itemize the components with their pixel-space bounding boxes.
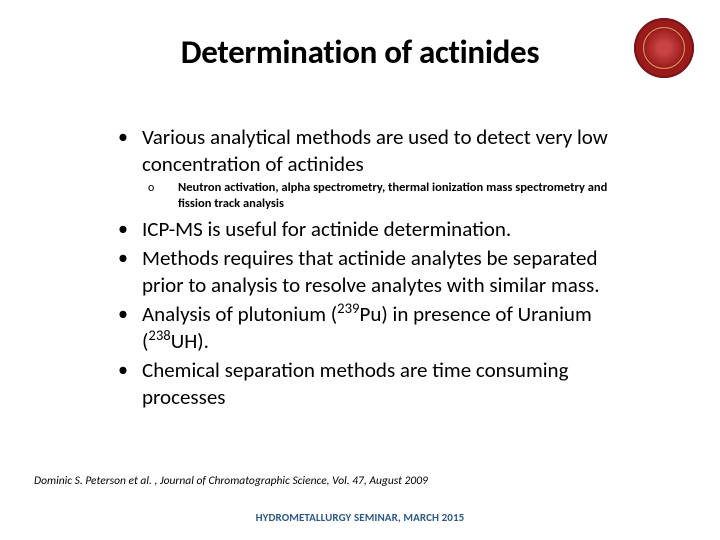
slide: Determination of actinides • Various ana… xyxy=(0,0,720,540)
bullet-text: ICP-MS is useful for actinide determinat… xyxy=(142,216,511,243)
bullet-marker: • xyxy=(118,245,142,272)
bullet-item: • Chemical separation methods are time c… xyxy=(118,357,620,411)
sub-bullet-text: Neutron activation, alpha spectrometry, … xyxy=(178,180,620,212)
bullet-marker: • xyxy=(118,216,142,243)
bullet-marker: • xyxy=(118,124,142,151)
sub-bullet-item: o Neutron activation, alpha spectrometry… xyxy=(118,180,620,212)
citation-text: Dominic S. Peterson et al. , Journal of … xyxy=(34,474,428,488)
bullet-marker: • xyxy=(118,301,142,328)
bullet-text: Various analytical methods are used to d… xyxy=(142,124,620,178)
university-seal-logo xyxy=(634,18,694,78)
content-area: • Various analytical methods are used to… xyxy=(40,124,680,411)
slide-title: Determination of actinides xyxy=(40,32,680,72)
bullet-item: • Methods requires that actinide analyte… xyxy=(118,245,620,299)
bullet-text: Chemical separation methods are time con… xyxy=(142,357,620,411)
logo-outer-ring xyxy=(634,18,694,78)
bullet-item: • Various analytical methods are used to… xyxy=(118,124,620,178)
bullet-text: Analysis of plutonium (239Pu) in presenc… xyxy=(142,301,620,355)
bullet-item: • Analysis of plutonium (239Pu) in prese… xyxy=(118,301,620,355)
bullet-text: Methods requires that actinide analytes … xyxy=(142,245,620,299)
bullet-item: • ICP-MS is useful for actinide determin… xyxy=(118,216,620,243)
logo-inner-seal xyxy=(643,27,685,69)
footer-text: HYDROMETALLURGY SEMINAR, MARCH 2015 xyxy=(0,511,720,524)
sub-bullet-marker: o xyxy=(148,180,178,196)
bullet-marker: • xyxy=(118,357,142,384)
